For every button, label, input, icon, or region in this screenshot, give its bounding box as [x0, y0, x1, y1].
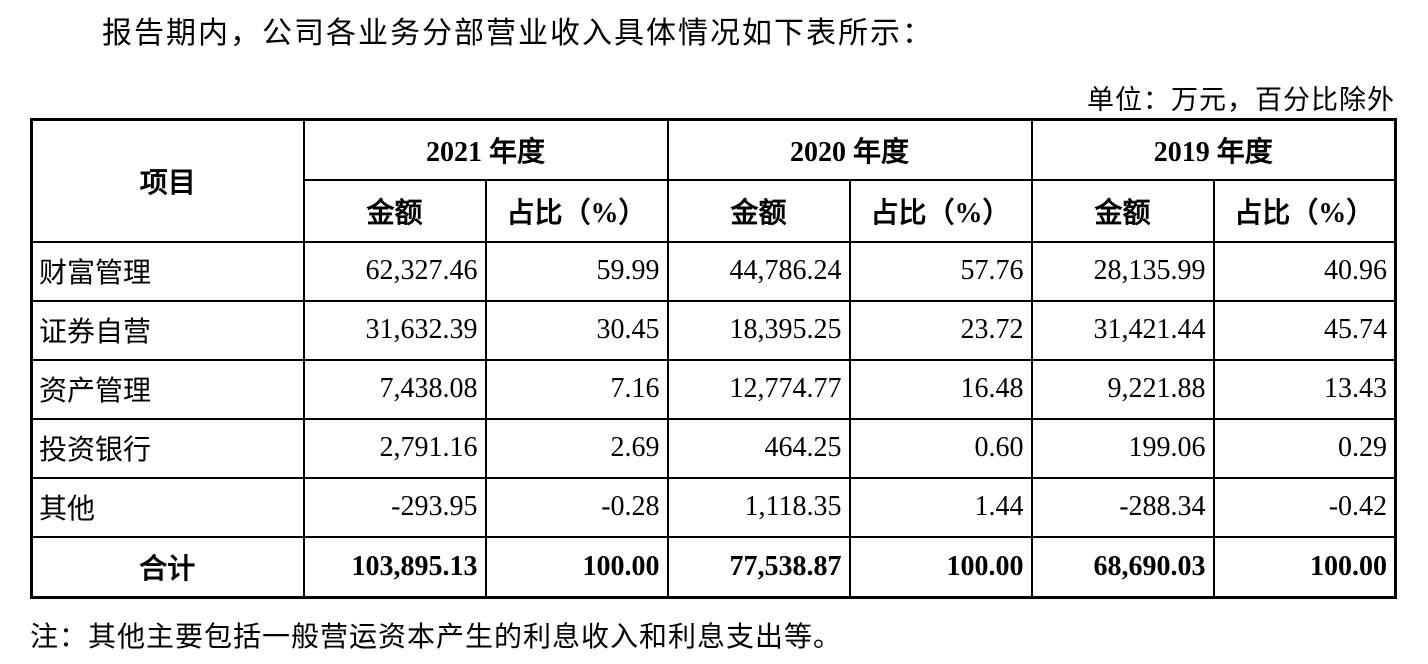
amount-header-2020: 金额 [666, 178, 851, 243]
table-row: 资产管理 7,438.08 7.16 12,774.77 16.48 9,221… [30, 358, 1397, 420]
footnote: 注：其他主要包括一般营运资本产生的利息收入和利息支出等。 [30, 622, 843, 653]
table-header-row-years: 项目 2021 年度 2020 年度 2019 年度 [30, 118, 1397, 243]
amount-cell: 31,421.44 [1030, 299, 1215, 361]
amount-cell: -293.95 [302, 476, 487, 538]
row-label: 财富管理 [30, 240, 305, 302]
ratio-cell: 59.99 [484, 240, 669, 302]
ratio-header-2020: 占比（%） [848, 178, 1033, 243]
ratio-cell: 30.45 [484, 299, 669, 361]
amount-cell: 199.06 [1030, 417, 1215, 479]
ratio-header-2019: 占比（%） [1212, 178, 1397, 243]
ratio-cell: 7.16 [484, 358, 669, 420]
table-row: 财富管理 62,327.46 59.99 44,786.24 57.76 28,… [30, 240, 1397, 302]
table-row: 投资银行 2,791.16 2.69 464.25 0.60 199.06 0.… [30, 417, 1397, 479]
row-label: 资产管理 [30, 358, 305, 420]
amount-cell: 44,786.24 [666, 240, 851, 302]
amount-cell: 18,395.25 [666, 299, 851, 361]
amount-cell: 9,221.88 [1030, 358, 1215, 420]
amount-cell: 12,774.77 [666, 358, 851, 420]
amount-cell: 2,791.16 [302, 417, 487, 479]
ratio-cell: 23.72 [848, 299, 1033, 361]
table-row: 其他 -293.95 -0.28 1,118.35 1.44 -288.34 -… [30, 476, 1397, 538]
amount-cell: 28,135.99 [1030, 240, 1215, 302]
amount-cell: 7,438.08 [302, 358, 487, 420]
table-row: 证券自营 31,632.39 30.45 18,395.25 23.72 31,… [30, 299, 1397, 361]
ratio-cell: 13.43 [1212, 358, 1397, 420]
amount-header-2021: 金额 [302, 178, 487, 243]
intro-text: 报告期内，公司各业务分部营业收入具体情况如下表所示： [102, 17, 934, 50]
amount-cell: 62,327.46 [302, 240, 487, 302]
ratio-cell: -0.28 [484, 476, 669, 538]
year-header-2019: 2019 年度 [1030, 118, 1397, 181]
revenue-table: 项目 2021 年度 2020 年度 2019 年度 金额 占比（%） 金额 占… [30, 118, 1398, 599]
amount-cell: 31,632.39 [302, 299, 487, 361]
amount-cell: 464.25 [666, 417, 851, 479]
amount-cell: 103,895.13 [302, 535, 487, 599]
ratio-cell: -0.42 [1212, 476, 1397, 538]
revenue-table-container: 项目 2021 年度 2020 年度 2019 年度 金额 占比（%） 金额 占… [30, 118, 1398, 599]
ratio-cell: 40.96 [1212, 240, 1397, 302]
ratio-cell: 0.29 [1212, 417, 1397, 479]
row-label: 其他 [30, 476, 305, 538]
amount-cell: 77,538.87 [666, 535, 851, 599]
table-header-row-subs: 金额 占比（%） 金额 占比（%） 金额 占比（%） [32, 178, 1397, 243]
column-header-item: 项目 [30, 118, 305, 243]
year-header-2021: 2021 年度 [302, 118, 669, 181]
ratio-header-2021: 占比（%） [484, 178, 669, 243]
row-label: 投资银行 [30, 417, 305, 479]
ratio-cell: 57.76 [848, 240, 1033, 302]
ratio-cell: 1.44 [848, 476, 1033, 538]
amount-cell: -288.34 [1030, 476, 1215, 538]
amount-header-2019: 金额 [1030, 178, 1215, 243]
total-row-label: 合计 [30, 535, 305, 599]
year-header-2020: 2020 年度 [666, 118, 1033, 181]
ratio-cell: 16.48 [848, 358, 1033, 420]
amount-cell: 1,118.35 [666, 476, 851, 538]
ratio-cell: 100.00 [848, 535, 1033, 599]
ratio-cell: 45.74 [1212, 299, 1397, 361]
ratio-cell: 0.60 [848, 417, 1033, 479]
amount-cell: 68,690.03 [1030, 535, 1215, 599]
row-label: 证券自营 [30, 299, 305, 361]
ratio-cell: 100.00 [484, 535, 669, 599]
total-row: 合计 103,895.13 100.00 77,538.87 100.00 68… [30, 535, 1397, 599]
ratio-cell: 100.00 [1212, 535, 1397, 599]
unit-note: 单位：万元，百分比除外 [1087, 85, 1395, 115]
ratio-cell: 2.69 [484, 417, 669, 479]
